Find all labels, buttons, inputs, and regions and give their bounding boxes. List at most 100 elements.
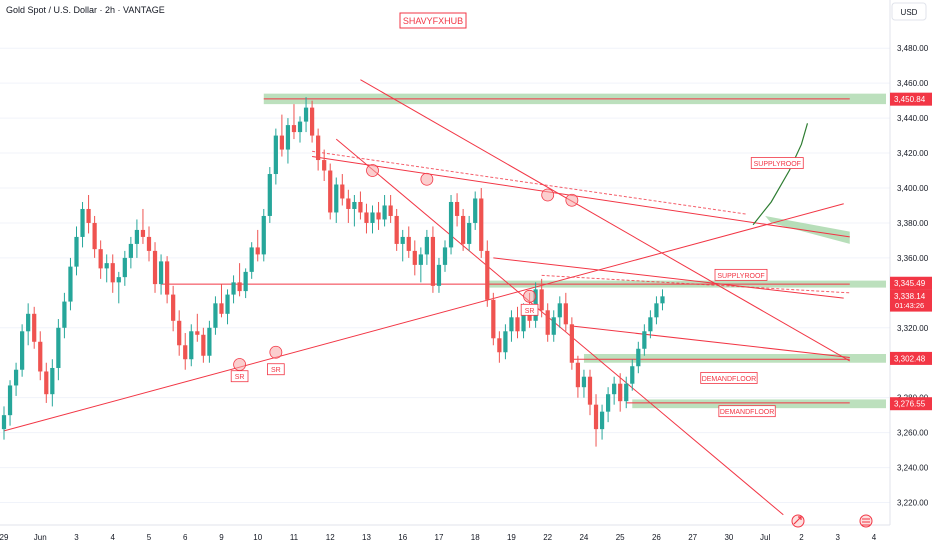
candle-body <box>261 215 266 255</box>
candle-body <box>364 212 369 223</box>
candle-body <box>1 415 7 430</box>
time-tick-label: 27 <box>688 533 697 542</box>
candle-body <box>539 289 544 311</box>
annotation-box <box>718 405 776 418</box>
candle-body <box>491 299 496 339</box>
candle-body <box>454 201 460 216</box>
currency-button[interactable] <box>891 2 927 21</box>
time-tick-label: 29 <box>0 533 9 542</box>
candle-body <box>563 303 568 325</box>
time-tick-label: 5 <box>147 533 152 542</box>
candle-body <box>509 317 514 332</box>
price-label-text: 3,276.55 <box>894 400 926 409</box>
price-tick-label: 3,420.00 <box>897 149 929 158</box>
time-tick-label: Jun <box>34 533 47 542</box>
annotation-label: SUPPLYROOF <box>754 161 801 168</box>
trendline <box>360 79 851 362</box>
touch-point-circle <box>565 193 579 207</box>
candle-body <box>303 107 309 122</box>
candle-body <box>424 236 429 255</box>
flag-icon[interactable] <box>859 514 873 528</box>
candle-body <box>225 294 230 314</box>
candle-body <box>575 362 581 388</box>
candle-body <box>201 334 206 356</box>
candle-body <box>473 198 478 223</box>
time-tick-label: 19 <box>507 533 516 542</box>
candle-body <box>630 366 635 384</box>
candle-body <box>20 331 25 370</box>
time-tick-label: 24 <box>579 533 588 542</box>
candle-body <box>346 198 351 209</box>
brand-label: SHAVYFXHUB <box>403 16 463 26</box>
candle-body <box>485 250 490 300</box>
candle-body <box>442 247 448 265</box>
candle-body <box>86 208 91 223</box>
candle-body <box>32 313 37 342</box>
dashed-trendline <box>312 150 748 215</box>
price-label-text: 3,302.48 <box>894 354 926 363</box>
annotation-box <box>230 370 249 383</box>
candle-body <box>68 266 73 302</box>
price-tick-label: 3,220.00 <box>897 499 929 508</box>
price-tick-label: 3,460.00 <box>897 79 929 88</box>
candle-body <box>430 236 436 286</box>
annotation-label: SR <box>235 374 245 381</box>
candle-body <box>152 250 158 285</box>
candle-body <box>195 331 200 335</box>
countdown-label: 01:43:26 <box>895 301 924 310</box>
candle-body <box>406 236 411 251</box>
trendline <box>3 203 844 432</box>
time-tick-label: 3 <box>835 533 840 542</box>
replay-icon[interactable] <box>791 514 805 528</box>
price-label-text: 3,345.49 <box>894 279 926 288</box>
time-axis[interactable]: 29 Jun 3 4 5 6 9 10 11 12 13 16 17 18 19 22 24 25 26 27 30 Ju… <box>0 533 877 542</box>
candle-body <box>515 317 520 332</box>
time-tick-label: 30 <box>724 533 733 542</box>
time-tick-label: 12 <box>326 533 335 542</box>
candle-body <box>309 107 315 136</box>
candle-body <box>98 249 103 269</box>
candle-body <box>273 135 278 175</box>
candle-body <box>660 296 665 304</box>
time-tick-label: 22 <box>543 533 552 542</box>
candle-body <box>479 198 484 251</box>
candle-body <box>56 327 61 368</box>
candle-body <box>551 317 556 335</box>
time-tick-label: 25 <box>616 533 625 542</box>
candle-body <box>207 327 212 356</box>
trendlines <box>3 79 851 516</box>
candle-body <box>213 303 218 328</box>
time-tick-label: 6 <box>183 533 188 542</box>
candle-body <box>74 236 79 267</box>
symbol-title[interactable]: Gold Spot / U.S. Dollar · 2h · VANTAGE <box>6 5 165 15</box>
candle-body <box>394 215 399 244</box>
touch-point-circle <box>269 345 283 359</box>
candle-body <box>7 385 13 416</box>
time-tick-label: Jul <box>760 533 770 542</box>
candle-body <box>352 201 357 209</box>
annotation-box <box>520 303 539 316</box>
candle-body <box>521 310 526 332</box>
candle-body <box>334 184 339 213</box>
dashed-trendline <box>541 274 850 294</box>
time-tick-label: 17 <box>435 533 444 542</box>
candle-body <box>642 331 647 349</box>
candle-body <box>557 303 562 318</box>
candle-body <box>146 236 152 251</box>
time-tick-label: 3 <box>74 533 79 542</box>
candle-body <box>177 320 182 346</box>
candle-body <box>110 263 115 283</box>
annotation-box <box>750 157 804 169</box>
touch-point-circle <box>541 188 555 202</box>
candle-body <box>461 215 466 244</box>
annotation-label: SR <box>271 367 281 374</box>
candle-body <box>134 229 140 244</box>
candle-body <box>237 282 242 292</box>
trendline <box>571 325 850 358</box>
candle-body <box>467 222 472 244</box>
candle-body <box>158 261 164 285</box>
time-tick-label: 18 <box>471 533 480 542</box>
candle-body <box>569 324 574 363</box>
